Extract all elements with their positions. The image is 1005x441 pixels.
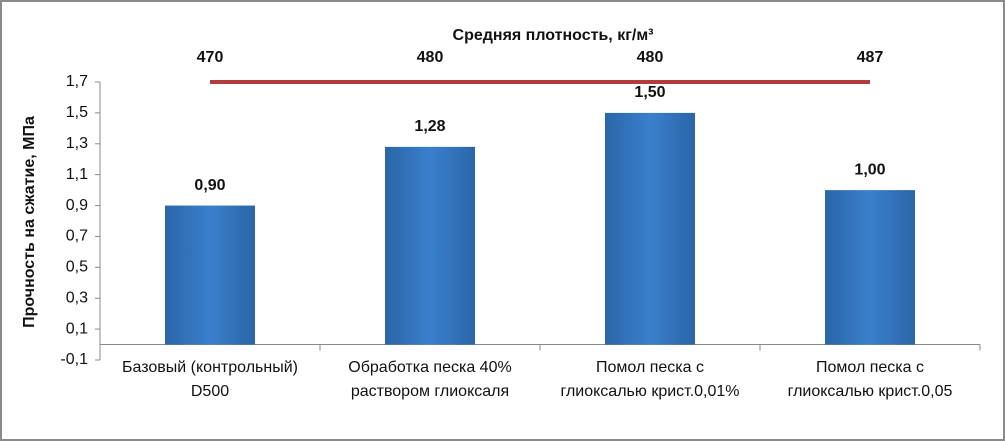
y-tick-label: 0,9	[66, 197, 88, 214]
y-tick-label: 0,3	[66, 289, 88, 306]
y-tick-label: 0,5	[66, 259, 88, 276]
y-tick-label: 1,5	[66, 104, 88, 121]
value-label: 1,50	[634, 84, 665, 101]
y-tick-label: 0,1	[66, 320, 88, 337]
bar	[605, 112, 695, 345]
x-tick-label: Базовый (контрольный) D500	[122, 359, 298, 400]
value-label: 0,90	[194, 177, 225, 194]
bar	[165, 205, 255, 345]
chart-title: Средняя плотность, кг/м³	[453, 27, 654, 44]
y-axis-label: Прочность на сжатие, МПа	[21, 116, 38, 328]
value-label: 1,00	[854, 161, 885, 178]
y-tick-label: 0,7	[66, 228, 88, 245]
bar	[385, 146, 475, 345]
y-tick-label: 1,3	[66, 135, 88, 152]
bar	[825, 190, 915, 345]
density-label: 480	[417, 49, 444, 66]
density-label: 480	[637, 49, 664, 66]
x-tick-label: Обработка песка 40% раствором глиоксаля	[348, 359, 512, 400]
x-tick-label: Помол песка с глиоксалью крист.0,05	[787, 359, 953, 400]
y-tick-label: 1,7	[66, 73, 88, 90]
density-label: 470	[197, 49, 224, 66]
density-label: 487	[857, 49, 884, 66]
x-tick-label: Помол песка с глиоксалью крист.0,01%	[560, 359, 740, 400]
y-tick-label: 1,1	[66, 166, 88, 183]
value-label: 1,28	[414, 118, 445, 135]
y-tick-label: -0,1	[60, 351, 88, 368]
